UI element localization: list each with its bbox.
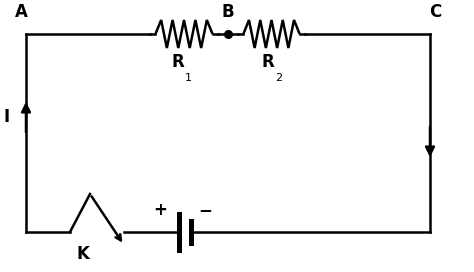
Text: 2: 2 (275, 73, 282, 83)
Text: R: R (171, 53, 184, 71)
Text: −: − (198, 201, 212, 219)
Text: R: R (261, 53, 274, 71)
Text: 1: 1 (185, 73, 192, 83)
Text: K: K (76, 245, 89, 263)
Text: +: + (153, 201, 167, 219)
Text: C: C (429, 3, 441, 21)
Text: A: A (15, 3, 27, 21)
Text: I: I (4, 108, 10, 126)
Text: B: B (222, 3, 234, 21)
